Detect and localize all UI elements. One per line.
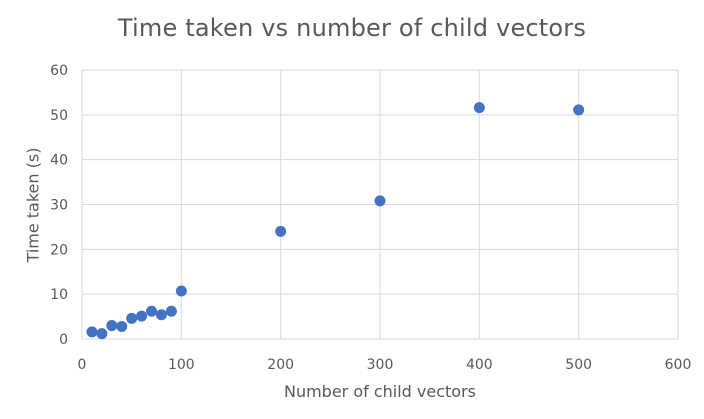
- data-point: [116, 320, 128, 332]
- data-point: [165, 305, 177, 317]
- data-point: [136, 310, 148, 322]
- x-axis-label: Number of child vectors: [283, 382, 477, 401]
- y-tick-label: 10: [50, 287, 68, 303]
- y-axis-label: Time taken (s): [23, 147, 43, 263]
- data-point: [146, 305, 158, 317]
- y-tick-label: 60: [50, 63, 68, 79]
- x-tick-label: 0: [78, 357, 87, 373]
- data-point: [573, 104, 585, 116]
- data-point: [96, 328, 108, 340]
- y-tick-label: 50: [50, 108, 68, 124]
- data-point: [175, 285, 187, 297]
- y-tick-label: 30: [50, 198, 68, 214]
- x-tick-label: 600: [665, 357, 692, 373]
- x-tick-label: 100: [168, 357, 195, 373]
- x-tick-label: 500: [565, 357, 592, 373]
- x-tick-label: 400: [466, 357, 493, 373]
- data-point: [473, 102, 485, 114]
- y-tick-label: 0: [59, 332, 68, 348]
- y-tick-label: 20: [50, 242, 68, 258]
- x-tick-label: 200: [267, 357, 294, 373]
- data-point: [155, 309, 167, 321]
- data-point: [106, 320, 118, 332]
- chart-title: Time taken vs number of child vectors: [117, 14, 587, 42]
- data-point: [374, 195, 386, 207]
- y-tick-label: 40: [50, 153, 68, 169]
- data-point: [275, 225, 287, 237]
- data-point: [86, 326, 98, 338]
- x-tick-label: 300: [367, 357, 394, 373]
- data-point: [126, 312, 138, 324]
